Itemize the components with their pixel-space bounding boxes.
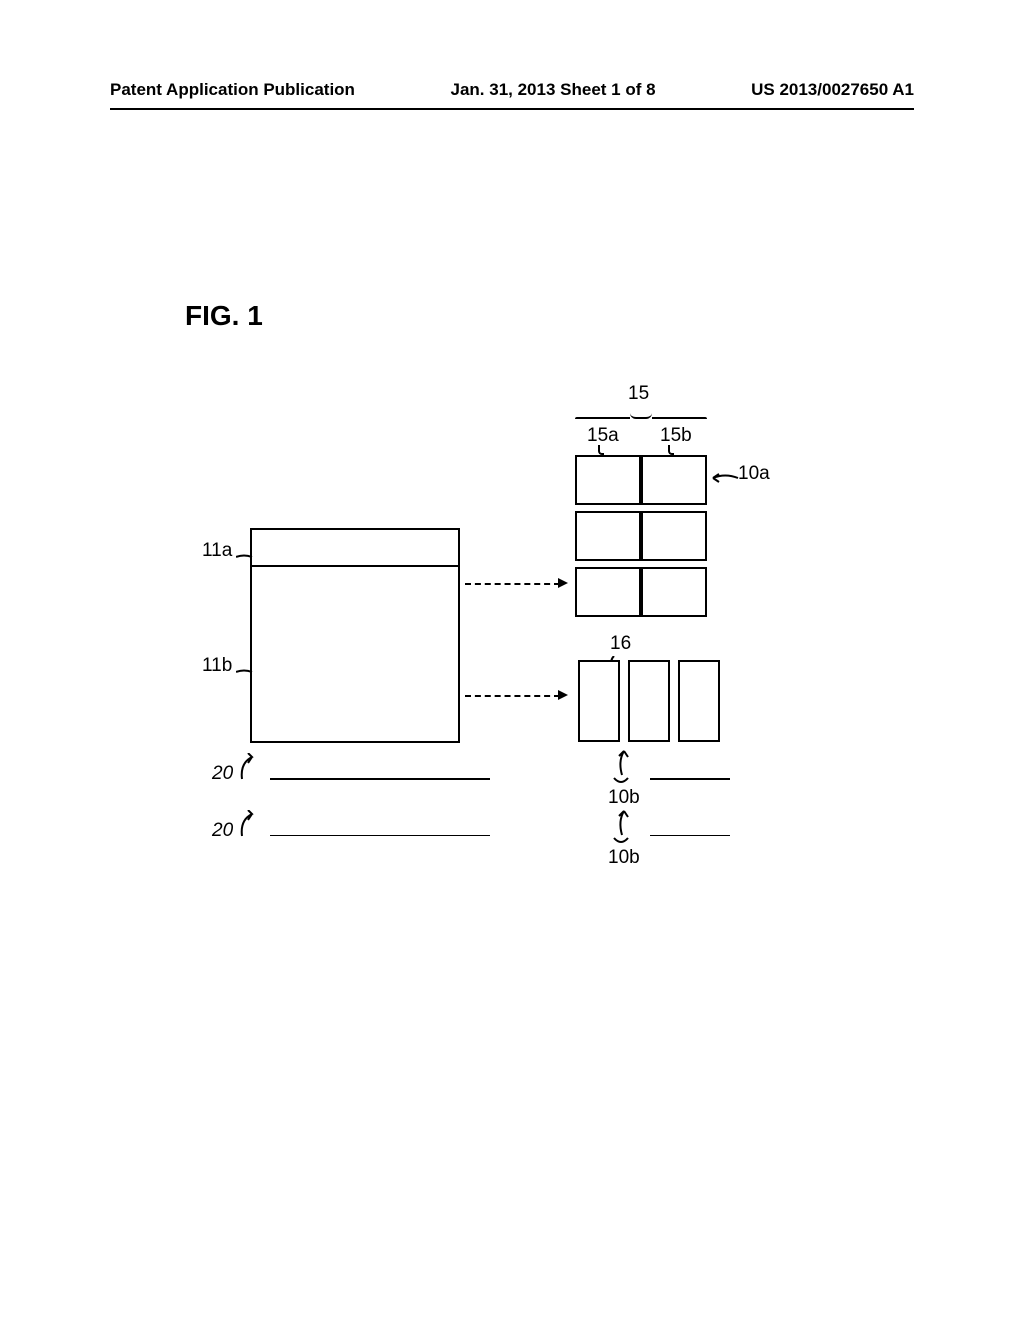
leader-11b bbox=[236, 664, 254, 682]
leader-15b bbox=[668, 445, 674, 455]
loop-20-2 bbox=[238, 810, 262, 845]
label-11b: 11b bbox=[202, 655, 232, 677]
figure-diagram: 15 15a 15b 10a 11a 11b 16 bbox=[150, 375, 780, 895]
arrow-bottom bbox=[465, 695, 560, 697]
label-20-2: 20 bbox=[212, 820, 233, 842]
triple-col-3 bbox=[678, 660, 720, 742]
left-box-split bbox=[250, 565, 460, 567]
leader-10a bbox=[710, 471, 740, 490]
left-box bbox=[250, 528, 460, 743]
header-divider bbox=[110, 108, 914, 110]
brace-15 bbox=[575, 411, 707, 423]
label-15a: 15a bbox=[587, 425, 619, 447]
loop-20-1 bbox=[238, 753, 262, 788]
cell-15b-row2 bbox=[641, 511, 707, 561]
label-11a: 11a bbox=[202, 540, 232, 562]
label-15: 15 bbox=[628, 383, 649, 405]
cell-15a-row3 bbox=[575, 567, 641, 617]
label-10a: 10a bbox=[738, 463, 770, 485]
header-center: Jan. 31, 2013 Sheet 1 of 8 bbox=[451, 80, 656, 100]
line-row-2-right bbox=[650, 835, 730, 836]
line-row-1-right bbox=[650, 778, 730, 780]
figure-title: FIG. 1 bbox=[185, 300, 263, 332]
arrow-top bbox=[465, 583, 560, 585]
triple-col-2 bbox=[628, 660, 670, 742]
label-16: 16 bbox=[610, 633, 631, 655]
leader-11a bbox=[236, 549, 254, 567]
arrow-bottom-head bbox=[558, 690, 568, 700]
line-row-1-left bbox=[270, 778, 490, 780]
cell-15b-row1 bbox=[641, 455, 707, 505]
triple-col-1 bbox=[578, 660, 620, 742]
header-right: US 2013/0027650 A1 bbox=[751, 80, 914, 100]
cell-15a-row2 bbox=[575, 511, 641, 561]
label-10b-2: 10b bbox=[608, 847, 640, 869]
label-15b: 15b bbox=[660, 425, 692, 447]
cell-15a-row1 bbox=[575, 455, 641, 505]
line-row-2-left bbox=[270, 835, 490, 836]
cell-15b-row3 bbox=[641, 567, 707, 617]
label-20-1: 20 bbox=[212, 763, 233, 785]
label-10b-1: 10b bbox=[608, 787, 640, 809]
leader-15a bbox=[598, 445, 604, 455]
header-left: Patent Application Publication bbox=[110, 80, 355, 100]
arrow-top-head bbox=[558, 578, 568, 588]
